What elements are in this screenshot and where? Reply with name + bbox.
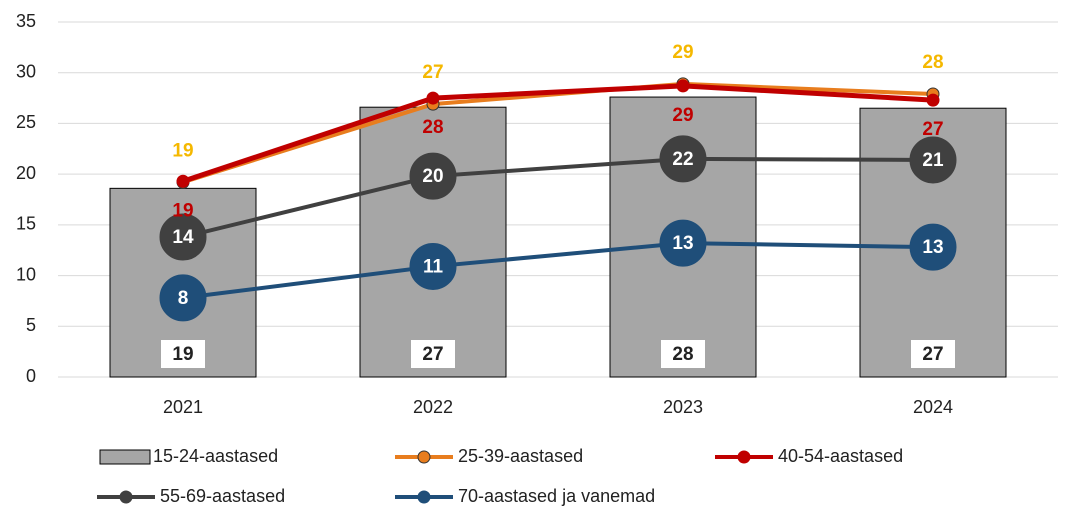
data-label: 27: [422, 344, 443, 365]
legend-label: 70-aastased ja vanemad: [458, 486, 655, 506]
legend-label: 25-39-aastased: [458, 446, 583, 466]
data-label: 27: [922, 119, 943, 140]
line: [182, 83, 934, 184]
data-label: 28: [422, 117, 443, 138]
legend-label: 40-54-aastased: [778, 446, 903, 466]
legend-label: 15-24-aastased: [153, 446, 278, 466]
marker: [909, 136, 957, 184]
data-label: 29: [672, 42, 693, 63]
data-label: 27: [922, 344, 943, 365]
y-tick-label: 15: [16, 214, 36, 234]
marker: [426, 91, 440, 105]
line: [182, 241, 934, 300]
data-label: 19: [172, 140, 193, 161]
label-box: [161, 340, 205, 368]
marker: [659, 219, 707, 267]
marker: [926, 93, 940, 107]
legend-marker: [417, 490, 431, 504]
data-label: 8: [178, 288, 189, 309]
marker: [909, 223, 957, 271]
marker: [176, 174, 190, 188]
y-tick-label: 0: [26, 366, 36, 386]
x-tick-label: 2022: [413, 397, 453, 417]
marker: [676, 79, 690, 93]
legend-marker: [119, 490, 133, 504]
legend-marker: [417, 450, 431, 464]
y-tick-label: 10: [16, 264, 36, 284]
data-label: 11: [423, 256, 444, 277]
marker: [409, 242, 457, 290]
y-tick-label: 35: [16, 11, 36, 31]
data-label: 19: [172, 344, 193, 365]
data-label: 14: [172, 227, 194, 248]
x-tick-label: 2023: [663, 397, 703, 417]
label-box: [411, 340, 455, 368]
data-label: 21: [922, 150, 944, 171]
data-label: 22: [672, 149, 693, 170]
y-tick-label: 20: [16, 163, 36, 183]
data-label: 20: [422, 166, 443, 187]
y-tick-label: 5: [26, 315, 36, 335]
y-tick-label: 25: [16, 112, 36, 132]
bar: [359, 106, 507, 378]
line: [182, 156, 934, 239]
x-tick-label: 2021: [163, 397, 203, 417]
data-label: 13: [672, 233, 693, 254]
data-label: 28: [672, 344, 693, 365]
marker: [659, 135, 707, 183]
data-label: 28: [922, 52, 943, 73]
y-tick-label: 30: [16, 61, 36, 81]
label-box: [661, 340, 705, 368]
marker: [159, 213, 207, 261]
data-label: 13: [922, 237, 943, 258]
legend-marker: [737, 450, 751, 464]
data-label: 27: [422, 62, 443, 83]
marker: [159, 274, 207, 322]
data-label: 19: [172, 200, 193, 221]
legend-swatch: [99, 449, 151, 465]
legend-label: 55-69-aastased: [160, 486, 285, 506]
x-tick-label: 2024: [913, 397, 953, 417]
marker: [409, 152, 457, 200]
data-label: 29: [672, 105, 693, 126]
label-box: [911, 340, 955, 368]
